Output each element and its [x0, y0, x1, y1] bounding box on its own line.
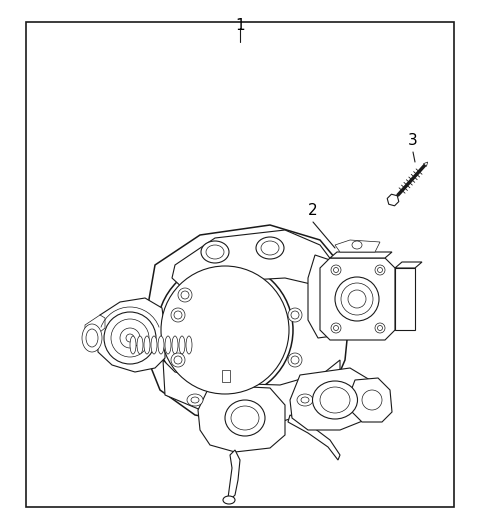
Ellipse shape	[301, 397, 309, 403]
Text: 3: 3	[408, 133, 418, 148]
Ellipse shape	[288, 353, 302, 367]
Ellipse shape	[291, 311, 299, 319]
Ellipse shape	[312, 381, 358, 419]
Polygon shape	[288, 415, 340, 460]
Polygon shape	[395, 268, 415, 330]
Polygon shape	[172, 230, 335, 295]
Polygon shape	[395, 262, 422, 268]
Polygon shape	[335, 240, 380, 252]
Ellipse shape	[331, 323, 341, 333]
Ellipse shape	[178, 288, 192, 302]
Ellipse shape	[256, 237, 284, 259]
Ellipse shape	[325, 291, 339, 305]
Ellipse shape	[181, 291, 189, 299]
Polygon shape	[423, 162, 428, 167]
Ellipse shape	[130, 336, 136, 354]
Ellipse shape	[158, 336, 164, 354]
Ellipse shape	[231, 406, 259, 430]
Ellipse shape	[174, 311, 182, 319]
Bar	[26, 22, 454, 507]
Ellipse shape	[120, 328, 140, 348]
Ellipse shape	[331, 265, 341, 275]
Ellipse shape	[126, 334, 134, 342]
Ellipse shape	[151, 336, 157, 354]
Polygon shape	[85, 315, 105, 332]
Ellipse shape	[362, 390, 382, 410]
Polygon shape	[308, 255, 358, 338]
Ellipse shape	[261, 241, 279, 255]
Ellipse shape	[291, 356, 299, 364]
Polygon shape	[148, 225, 350, 425]
Ellipse shape	[288, 308, 302, 322]
Polygon shape	[228, 450, 240, 500]
Polygon shape	[352, 378, 392, 422]
Ellipse shape	[335, 277, 379, 321]
Polygon shape	[290, 368, 372, 430]
Ellipse shape	[251, 412, 259, 418]
Ellipse shape	[86, 329, 98, 347]
Ellipse shape	[377, 268, 383, 272]
Ellipse shape	[201, 241, 229, 263]
Polygon shape	[198, 385, 285, 452]
Ellipse shape	[171, 353, 185, 367]
Ellipse shape	[321, 287, 343, 309]
Polygon shape	[163, 360, 340, 422]
Ellipse shape	[104, 312, 156, 364]
Ellipse shape	[341, 283, 373, 315]
Ellipse shape	[334, 268, 338, 272]
Ellipse shape	[191, 397, 199, 403]
Ellipse shape	[144, 336, 150, 354]
Ellipse shape	[179, 336, 185, 354]
Ellipse shape	[348, 290, 366, 308]
Ellipse shape	[161, 266, 289, 394]
Ellipse shape	[157, 262, 293, 398]
Ellipse shape	[352, 241, 362, 249]
Ellipse shape	[137, 336, 143, 354]
Ellipse shape	[82, 324, 102, 352]
Ellipse shape	[225, 400, 265, 436]
Polygon shape	[330, 252, 392, 258]
Polygon shape	[97, 298, 165, 372]
Ellipse shape	[375, 265, 385, 275]
Ellipse shape	[377, 326, 383, 330]
Ellipse shape	[223, 496, 235, 504]
Ellipse shape	[172, 336, 178, 354]
Polygon shape	[387, 194, 399, 206]
Ellipse shape	[165, 336, 171, 354]
Ellipse shape	[375, 323, 385, 333]
Ellipse shape	[186, 336, 192, 354]
Ellipse shape	[206, 245, 224, 259]
Polygon shape	[222, 370, 230, 382]
Ellipse shape	[334, 326, 338, 330]
Polygon shape	[320, 258, 395, 340]
Ellipse shape	[174, 356, 182, 364]
Ellipse shape	[247, 409, 263, 421]
Ellipse shape	[171, 308, 185, 322]
Text: 1: 1	[235, 18, 245, 33]
Ellipse shape	[187, 394, 203, 406]
Ellipse shape	[111, 319, 149, 357]
Text: 2: 2	[308, 203, 318, 218]
Ellipse shape	[297, 394, 313, 406]
Ellipse shape	[320, 387, 350, 413]
